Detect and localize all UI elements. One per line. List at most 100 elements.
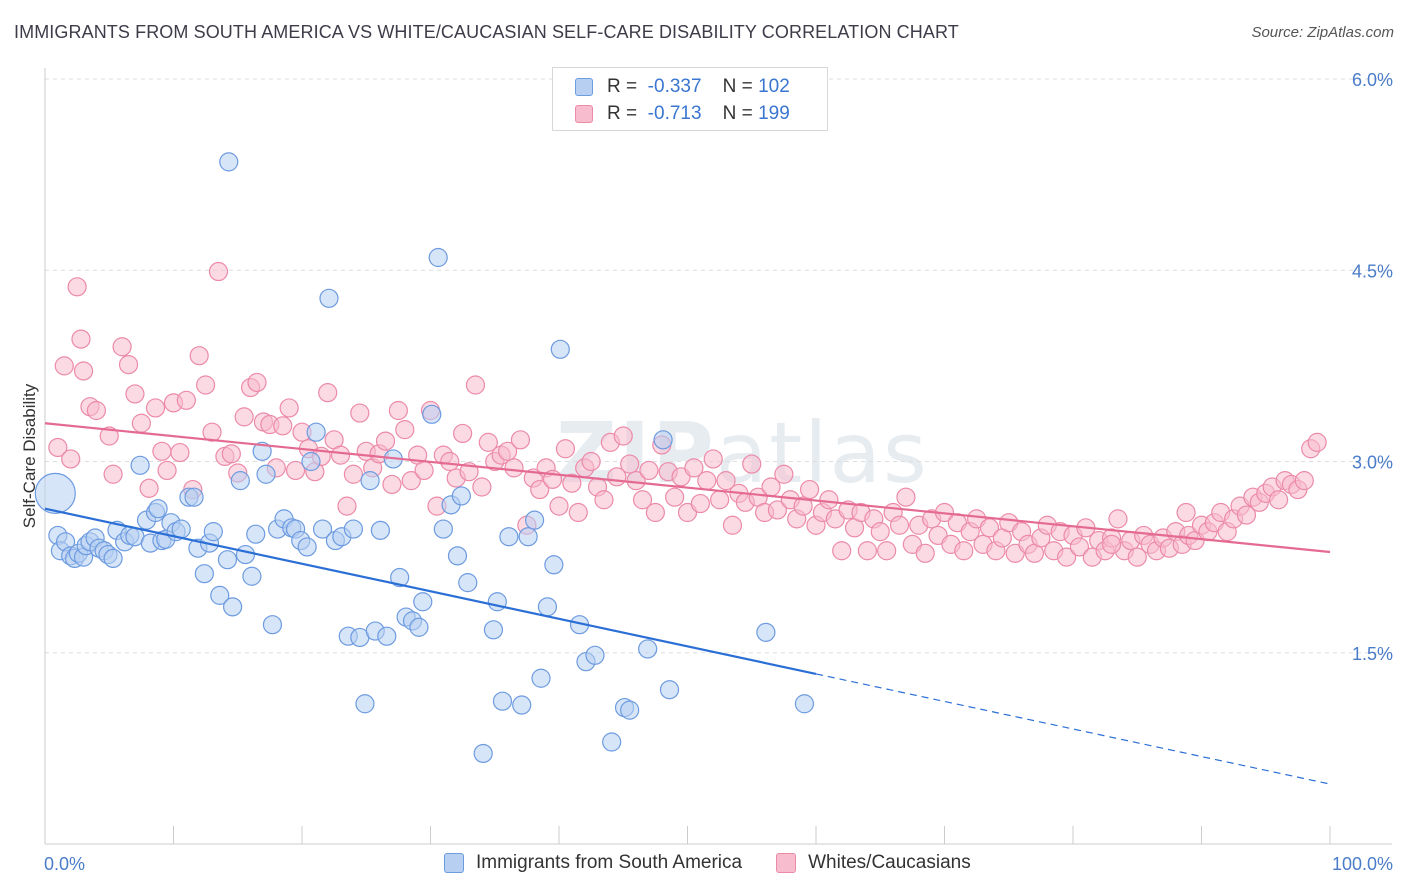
whites-point	[472, 477, 492, 497]
south-america-trend-line	[44, 507, 817, 675]
pink-swatch-icon	[575, 105, 593, 123]
whites-point	[1127, 547, 1147, 567]
whites-point	[1294, 471, 1314, 491]
south-america-point	[524, 510, 545, 530]
south-america-point	[194, 564, 214, 584]
whites-point	[632, 490, 653, 510]
south-america-point	[531, 668, 551, 688]
chart-title: IMMIGRANTS FROM SOUTH AMERICA VS WHITE/C…	[14, 22, 959, 42]
whites-point	[48, 437, 68, 458]
south-america-point	[297, 537, 317, 557]
whites-point	[71, 329, 91, 349]
south-america-point	[409, 617, 429, 637]
south-america-point	[252, 441, 272, 461]
whites-point	[889, 515, 910, 535]
whites-point	[1056, 547, 1077, 567]
whites-point	[793, 496, 813, 516]
whites-point	[318, 383, 338, 403]
south-america-point	[219, 152, 239, 172]
whites-point	[285, 460, 306, 481]
stats-legend: R = -0.337 N = 102 R = -0.713 N = 199	[552, 67, 828, 131]
south-america-point	[235, 544, 256, 565]
whites-point	[568, 502, 588, 523]
legend-label-whites: Whites/Caucasians	[808, 852, 971, 873]
chart-source: Source: ZipAtlas.com	[1251, 24, 1394, 41]
whites-point	[562, 473, 582, 493]
whites-point	[915, 543, 935, 563]
legend-n-value: 102	[758, 76, 790, 97]
whites-point	[196, 375, 216, 395]
south-america-point	[370, 520, 390, 540]
whites-point	[690, 493, 710, 514]
whites-point	[594, 490, 614, 510]
whites-point	[742, 454, 762, 474]
south-america-point	[585, 645, 605, 665]
whites-caucasians-points	[48, 261, 1327, 567]
south-america-point	[171, 519, 191, 539]
whites-point	[131, 413, 151, 433]
x-tick-label-0: 0.0%	[44, 854, 85, 874]
whites-point	[684, 458, 704, 478]
whites-point	[395, 420, 415, 440]
south-america-point	[130, 455, 150, 475]
watermark-atlas: atlas	[715, 404, 929, 502]
whites-point	[465, 375, 486, 395]
whites-point	[1176, 502, 1196, 523]
south-america-point	[223, 597, 243, 617]
south-america-trend-extension	[815, 673, 1331, 785]
whites-point	[613, 426, 633, 446]
whites-point	[767, 500, 788, 520]
south-america-point	[638, 639, 658, 659]
whites-point	[112, 337, 132, 357]
south-america-point	[256, 464, 276, 484]
whites-point	[581, 451, 601, 472]
south-america-point	[203, 522, 223, 542]
whites-point	[478, 432, 498, 452]
south-america-point	[377, 626, 397, 646]
whites-point	[1307, 432, 1327, 452]
whites-point	[498, 441, 518, 461]
whites-point	[665, 487, 685, 507]
legend-n-label: N =	[722, 103, 753, 124]
south-america-point	[148, 499, 168, 519]
south-america-point	[433, 519, 453, 539]
whites-point	[716, 471, 736, 491]
south-america-point	[550, 339, 570, 359]
blue-swatch-icon	[575, 78, 593, 96]
whites-point	[99, 426, 119, 446]
legend-label-south-america: Immigrants from South America	[476, 852, 743, 873]
whites-point	[61, 449, 81, 469]
whites-point	[453, 423, 473, 444]
whites-trend-line	[44, 422, 1331, 554]
x-tick-label-1: 100.0%	[1332, 854, 1393, 874]
legend-r-label: R =	[607, 76, 638, 97]
axes	[44, 68, 1392, 845]
south-america-point	[306, 422, 326, 442]
whites-point	[375, 431, 396, 451]
whites-point	[549, 496, 569, 516]
south-america-point	[756, 622, 776, 642]
south-america-point	[518, 527, 538, 547]
whites-point	[530, 479, 550, 500]
whites-point	[620, 454, 640, 474]
south-america-point	[301, 451, 321, 472]
legend-item-whites: Whites/Caucasians	[776, 852, 971, 874]
whites-point	[382, 474, 402, 495]
whites-point	[145, 398, 166, 418]
whites-point	[350, 403, 370, 423]
whites-point	[877, 541, 897, 561]
whites-point	[67, 277, 87, 297]
south-america-point	[428, 247, 448, 268]
whites-point	[343, 464, 363, 484]
whites-point	[954, 541, 974, 561]
south-america-point	[242, 566, 262, 586]
whites-point	[273, 416, 293, 436]
south-america-point	[343, 519, 363, 539]
y-tick-label-1: 3.0%	[1352, 453, 1393, 473]
south-america-point	[537, 597, 558, 617]
whites-point	[152, 441, 172, 461]
whites-point	[819, 490, 839, 510]
whites-point	[857, 541, 878, 561]
south-america-point	[602, 732, 622, 752]
south-america-point	[319, 288, 339, 308]
